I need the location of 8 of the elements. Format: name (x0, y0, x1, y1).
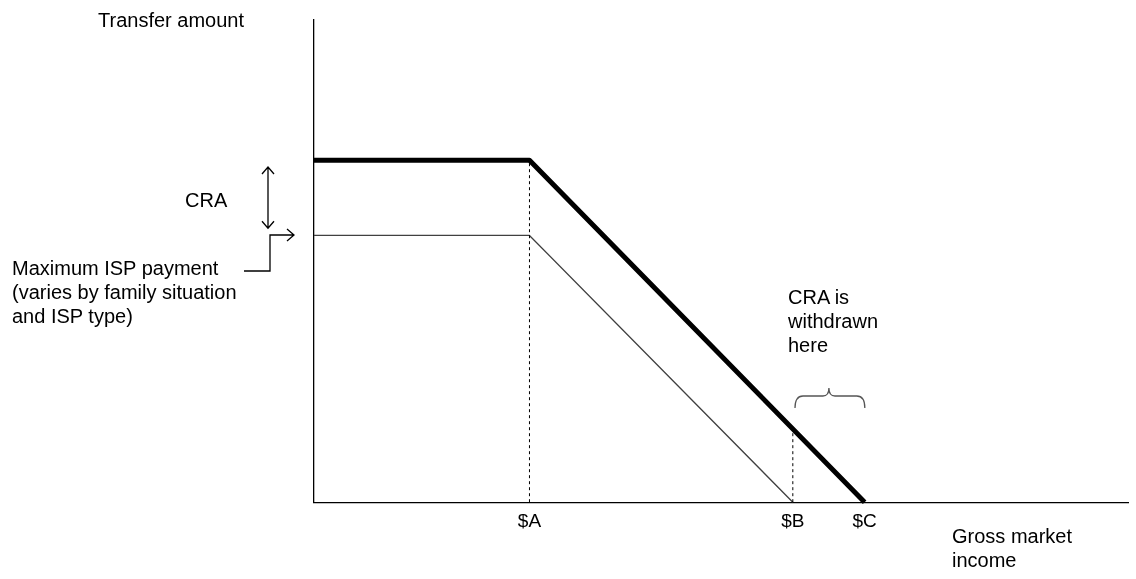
x-axis-title: Gross market income (952, 524, 1074, 572)
annotation: CRA is withdrawn here (788, 285, 880, 357)
x-tick-label: $C (852, 509, 877, 531)
text: CRA (185, 188, 228, 212)
text: Transfer amount (98, 8, 244, 32)
x-tick-label: $A (517, 509, 542, 531)
x-tick-label: $B (781, 509, 805, 531)
text: Maximum ISP payment (varies by family situation and ISP type) (12, 256, 238, 328)
